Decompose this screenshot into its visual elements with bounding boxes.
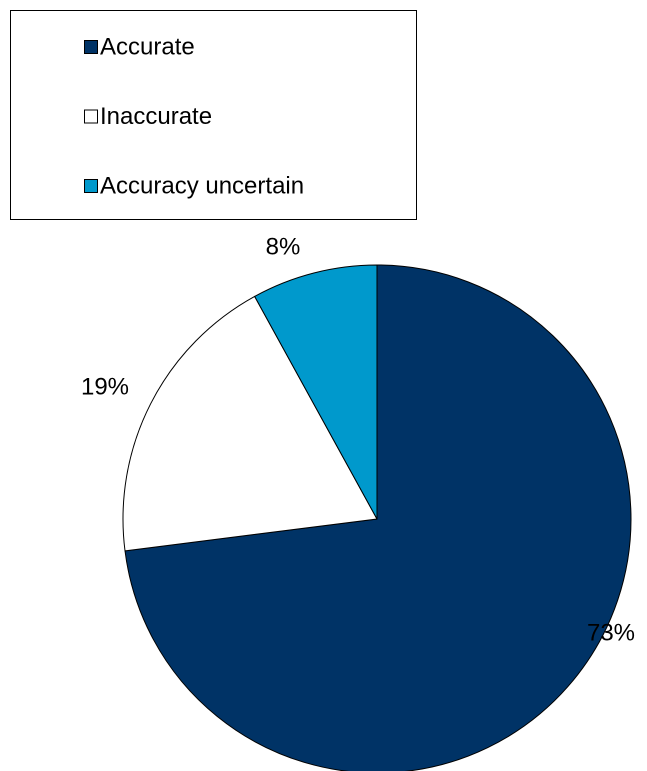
legend-label: Inaccurate: [100, 103, 212, 130]
data-label: 73%: [587, 619, 635, 646]
data-label: 19%: [81, 373, 129, 400]
legend-marker: [84, 179, 98, 193]
data-label: 8%: [266, 233, 301, 260]
pie-slice: [122, 295, 378, 552]
legend-label: Accurate: [100, 33, 195, 60]
legend-marker: [84, 109, 98, 124]
legend-box: [10, 10, 417, 220]
pie-slice: [253, 264, 378, 520]
legend-marker: [84, 40, 98, 54]
legend-label: Accuracy uncertain: [100, 172, 304, 199]
pie-slice: [124, 264, 632, 771]
